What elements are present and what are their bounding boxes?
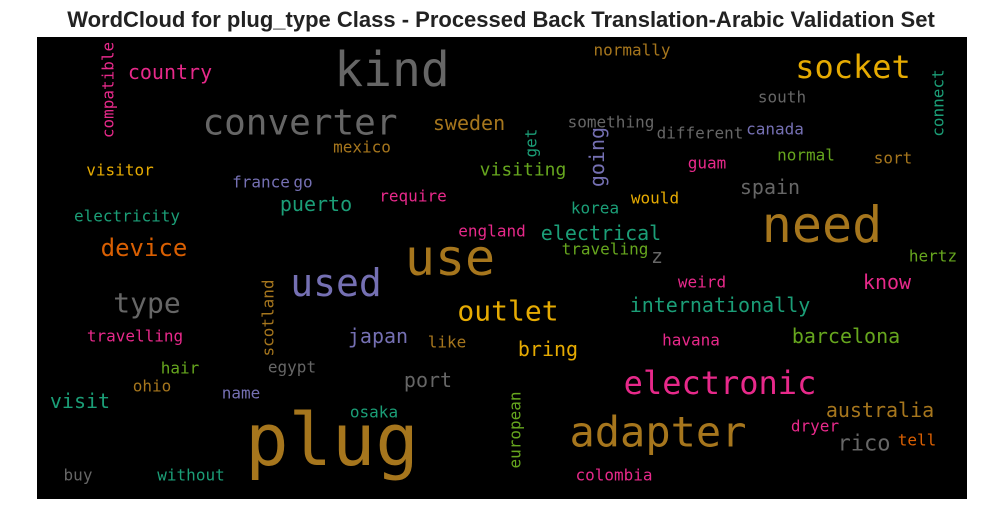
word: without <box>157 466 224 485</box>
word: colombia <box>575 466 652 485</box>
word: traveling <box>562 240 649 259</box>
word: barcelona <box>792 324 900 348</box>
word: england <box>458 222 525 241</box>
word: european <box>506 391 525 468</box>
word: japan <box>348 324 408 348</box>
word: electronic <box>624 364 817 402</box>
word: australia <box>826 398 934 422</box>
word: rico <box>838 432 891 457</box>
word: hair <box>161 359 200 378</box>
word: spain <box>740 175 800 199</box>
word: south <box>758 88 806 107</box>
word: get <box>522 129 541 158</box>
word: visit <box>50 389 110 413</box>
word: plug <box>245 398 418 482</box>
word: used <box>290 261 382 305</box>
word: hertz <box>909 247 957 266</box>
word: know <box>863 270 912 294</box>
word: need <box>762 196 882 254</box>
word: visitor <box>86 161 154 180</box>
word: bring <box>518 337 578 361</box>
word: like <box>428 333 467 352</box>
word: havana <box>662 331 720 350</box>
word: go <box>293 173 312 192</box>
word: type <box>113 287 180 320</box>
word: mexico <box>333 138 391 157</box>
word: different <box>657 124 744 143</box>
word: buy <box>64 466 93 485</box>
word: egypt <box>268 358 316 377</box>
word: electrical <box>541 221 661 245</box>
word: socket <box>795 48 911 86</box>
word: kind <box>334 42 450 98</box>
word: port <box>404 368 452 392</box>
word: visiting <box>480 160 567 181</box>
word: compatible <box>99 42 118 138</box>
word: ohio <box>133 377 172 396</box>
word: sort <box>874 149 913 168</box>
word: z <box>651 244 663 268</box>
cloud-background <box>37 37 967 499</box>
word: use <box>405 229 495 287</box>
word: puerto <box>280 192 352 216</box>
word: scotland <box>259 279 278 356</box>
word: going <box>585 127 609 187</box>
word: outlet <box>457 295 558 328</box>
word: name <box>222 384 261 403</box>
word: korea <box>571 199 619 218</box>
word: country <box>128 60 212 84</box>
word: weird <box>678 273 726 292</box>
word: sweden <box>433 111 505 135</box>
word: tell <box>898 431 937 450</box>
word: canada <box>746 120 804 139</box>
word: device <box>101 234 188 262</box>
word: france <box>232 173 290 192</box>
word: normal <box>777 146 835 165</box>
word: something <box>568 113 655 132</box>
word: guam <box>688 154 727 173</box>
word: converter <box>202 103 397 144</box>
word: would <box>631 189 679 208</box>
word: normally <box>593 41 670 60</box>
word: adapter <box>569 408 746 457</box>
word: osaka <box>350 403 398 422</box>
word: require <box>379 187 446 206</box>
word: dryer <box>791 417 840 436</box>
word: electricity <box>74 207 180 226</box>
word: travelling <box>87 327 183 346</box>
word: connect <box>929 69 948 136</box>
word: internationally <box>630 293 811 317</box>
chart-title: WordCloud for plug_type Class - Processe… <box>67 7 935 32</box>
